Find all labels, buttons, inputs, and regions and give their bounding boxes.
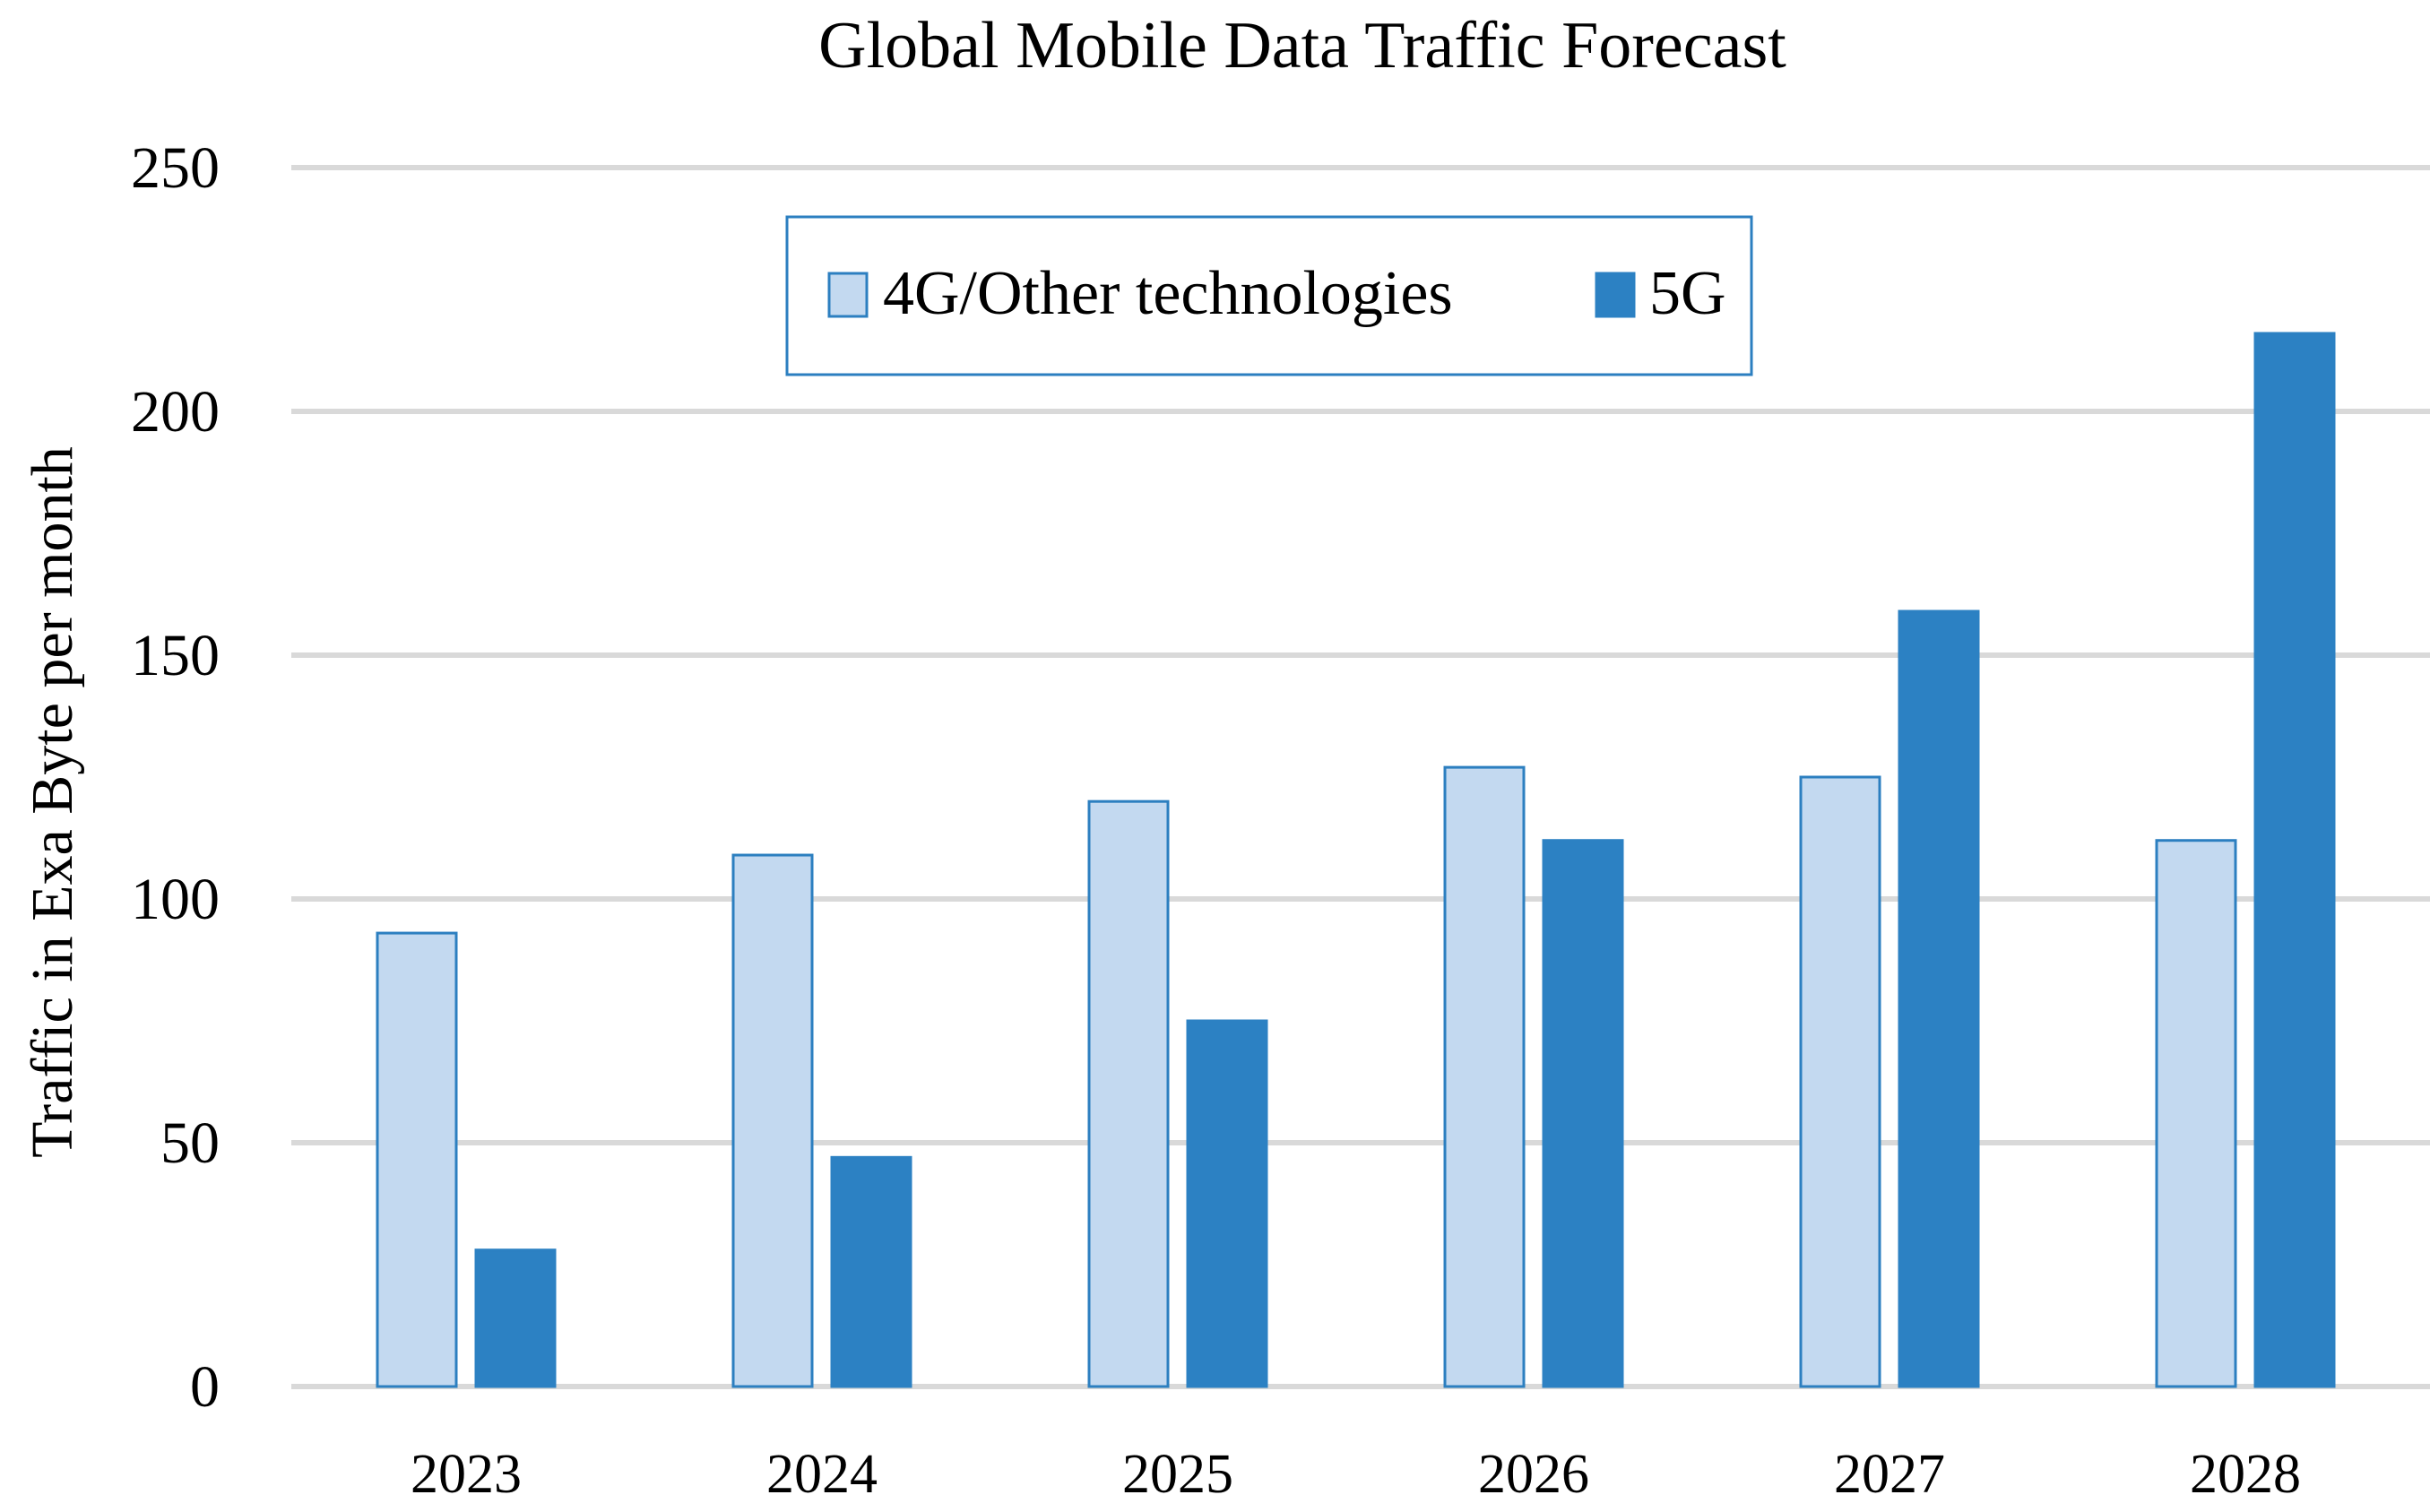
y-tick-label: 250	[131, 135, 220, 201]
legend-swatch-4g-other	[827, 272, 869, 318]
y-tick-label: 150	[131, 623, 220, 688]
x-tick-label-2025: 2025	[1122, 1444, 1233, 1505]
bar-4g-other-2025	[1087, 799, 1170, 1388]
x-tick-label-2024: 2024	[766, 1444, 878, 1505]
bar-4g-other-2023	[376, 931, 458, 1388]
y-tick-label: 50	[160, 1110, 220, 1176]
x-tick-label-2026: 2026	[1478, 1444, 1589, 1505]
y-axis-ticks: 0 50 100 150 200 250	[131, 135, 220, 1420]
bar-4g-other-2024	[731, 853, 814, 1388]
y-tick-label: 0	[190, 1354, 220, 1420]
y-tick-label: 200	[131, 379, 220, 445]
bar-4g-other-2026	[1443, 765, 1526, 1388]
x-tick-label-2027: 2027	[1834, 1444, 1945, 1505]
y-axis-label: Traffic in Exa Byte per month	[20, 446, 85, 1158]
legend-label-5g: 5G	[1649, 259, 1726, 328]
bar-5g-2026	[1542, 839, 1624, 1388]
chart-title: Global Mobile Data Traffic Forecast	[818, 9, 1786, 82]
bar-5g-2023	[474, 1248, 557, 1388]
x-tick-label-2023: 2023	[411, 1444, 522, 1505]
x-axis-ticks: 2023 2024 2025 2026 2027 2028	[411, 1444, 2301, 1505]
bar-5g-2025	[1186, 1019, 1268, 1388]
y-tick-label: 100	[131, 867, 220, 932]
gridlines	[291, 165, 2430, 1389]
legend-label-4g-other: 4G/Other technologies	[883, 259, 1453, 328]
bars	[376, 332, 2336, 1388]
legend-frame	[785, 215, 1753, 376]
bar-4g-other-2027	[1799, 775, 1881, 1388]
legend-swatch-5g	[1595, 272, 1636, 318]
bar-4g-other-2028	[2155, 839, 2237, 1388]
legend: 4G/Other technologies 5G	[785, 215, 1753, 376]
bar-5g-2024	[830, 1155, 912, 1388]
bar-5g-2027	[1898, 609, 1980, 1388]
bar-5g-2028	[2253, 332, 2336, 1388]
x-tick-label-2028: 2028	[2190, 1444, 2301, 1505]
